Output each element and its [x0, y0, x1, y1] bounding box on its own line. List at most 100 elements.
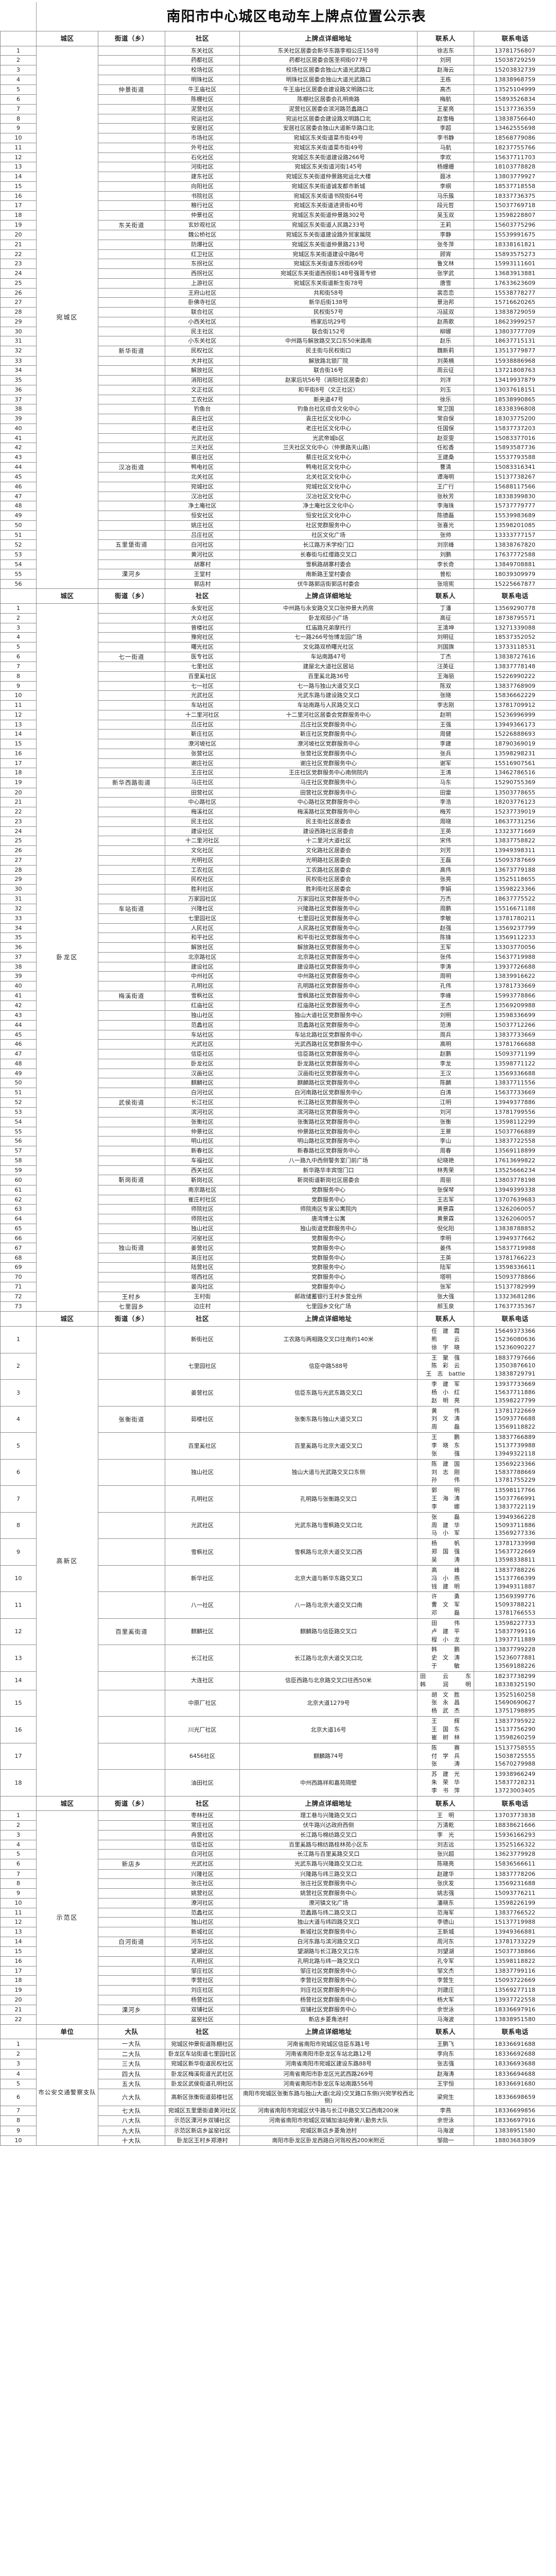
contact-cell: 王英 — [417, 1252, 474, 1263]
table-row: 12 独山社区 独山大道与纬四路交叉口 李德山 15137719988 — [0, 1917, 556, 1928]
table-row: 51 白河社区 白河南路社区党群服务中心 白涛 15637733669 — [0, 1088, 556, 1098]
community-cell: 姜沟社区 — [165, 1281, 240, 1292]
contact-cell: 张兴超 — [417, 1849, 474, 1860]
community-cell: 兴隆社区 — [165, 1869, 240, 1879]
community-cell: 吕庄社区 — [165, 530, 240, 540]
contact-cell: 谢军 — [417, 758, 474, 769]
address-cell: 社区党群服务中心 — [239, 520, 418, 531]
contact-cell-item: 于 敏 — [431, 1663, 460, 1670]
table-row: 8 八大队 示范区溧河乡双铺社区 河南省南阳市宛城区双铺加油站旁第八勤务大队 余世泳 18… — [0, 2115, 556, 2126]
phone-cell: 13569399776 15093788221 13781766553 — [474, 1591, 556, 1619]
row-index: 12 — [0, 1917, 37, 1928]
row-index: 4 — [0, 632, 37, 643]
contact-cell: 李超 — [417, 123, 474, 134]
phone-cell-item: 13837795922 — [494, 1718, 536, 1725]
community-cell: 卧龙区武侯街道孔明社区 — [165, 2078, 240, 2090]
table-row: 17 6456社区 麒麟路74号陈 赛付 学 兵张 涛 15137758555 1503… — [0, 1742, 556, 1770]
contact-cell: 高杰 — [417, 84, 474, 95]
table-row: 71 姜沟社区 党群服务中心 张军 15137782999 — [0, 1281, 556, 1292]
community-cell: 车福社区 — [165, 1155, 240, 1166]
row-index: 9 — [0, 1888, 37, 1899]
phone-cell-item: 13598117766 — [494, 1487, 536, 1494]
row-index: 13 — [0, 1927, 37, 1937]
phone-cell: 13598336699 — [474, 1010, 556, 1021]
contact-cell: 张 磊周 建 华马 小 军 — [417, 1512, 474, 1539]
table-row: 12 百里奚街道 麒麟社区 麒麟路与信臣路交叉口田 伟卢 建 平程 小 龙 135982… — [0, 1618, 556, 1646]
contact-cell: 张冬萍 — [417, 239, 474, 250]
address-cell: 光武东路与兴隆路交叉口北 — [239, 1859, 418, 1870]
phone-cell: 18637715131 — [474, 336, 556, 347]
street-cell — [98, 671, 165, 682]
contact-cell: 周明 — [417, 971, 474, 982]
row-index: 45 — [0, 472, 37, 482]
contact-cell: 任松香 — [417, 443, 474, 453]
street-cell — [98, 55, 165, 66]
address-cell: 长江路万禾学校门口 — [239, 539, 418, 550]
table-row: 20 魏公桥社区 宛城区东关街道建设路外贸家属院 李静 15539991675 — [0, 230, 556, 240]
phone-cell-stack: 13937733669 15637711886 13598227799 — [475, 1381, 555, 1405]
phone-cell: 15093778866 — [474, 1272, 556, 1282]
table-row: 73 七里园乡 边庄村 七里园乡文化广场 郝玉泉 17637735367 — [0, 1301, 556, 1312]
contact-cell: 姜伟 — [417, 1243, 474, 1253]
contact-cell-item: 张 永 昌 — [431, 1699, 460, 1706]
community-cell: 黄河社区 — [165, 549, 240, 560]
community-cell: 河东社区 — [165, 1936, 240, 1947]
address-cell: 独山大道与光武路交叉口东侧 — [239, 1459, 418, 1486]
address-cell: 八一路与北京大道交叉口南 — [239, 1591, 418, 1619]
table-header-row: 城区 街道（乡） 社区 上牌点详细地址 联系人 联系电话 — [0, 31, 556, 46]
street-cell: 仲景街道 — [98, 84, 165, 95]
street-cell — [98, 923, 165, 934]
community-cell: 郭店村 — [165, 579, 240, 589]
table-row: 8 宛运社区 宛运社区居委会建设路文明路口北 赵雪梅 13838756640 — [0, 113, 556, 124]
street-cell — [98, 1088, 165, 1098]
table-row: 33 大井社区 解放路北锁厂院 刘英楠 15938886968 — [0, 355, 556, 366]
row-index: 10 — [0, 1897, 37, 1908]
row-index: 9 — [0, 123, 37, 134]
address-cell: 麒麟路社区党群服务中心 — [239, 1078, 418, 1089]
street-cell — [98, 530, 165, 540]
contact-cell-item: 苏 建 光 — [431, 1771, 460, 1778]
row-index: 10 — [0, 2135, 37, 2146]
phone-cell: 18537718558 — [474, 181, 556, 192]
phone-cell: 18837797666 13503876610 13838729791 — [474, 1352, 556, 1380]
address-cell: 光武帝城b区 — [239, 433, 418, 444]
contact-cell: 王 辉王 国 东崔 树 林 — [417, 1716, 474, 1743]
street-cell — [98, 1869, 165, 1879]
phone-cell-item: 13781733998 — [494, 1540, 536, 1547]
table-row: 38 建设社区 建设路社区党群服务中心 李涛 13937726688 — [0, 961, 556, 972]
contact-cell: 王杰 — [417, 1001, 474, 1011]
community-cell: 新春社区 — [165, 1146, 240, 1156]
community-cell: 民主社区 — [165, 816, 240, 827]
contact-cell: 范涛 — [417, 1020, 474, 1030]
street-cell — [98, 893, 165, 904]
row-index: 3 — [0, 1829, 37, 1840]
header-community: 社区 — [165, 1795, 240, 1811]
table-row: 16 孔明社区 孔明北路与纬一路交叉口 孔令军 13598118822 — [0, 1956, 556, 1967]
contact-cell-item: 陈 彩 云 — [431, 1362, 460, 1369]
phone-cell: 13598228807 — [474, 210, 556, 221]
row-index: 6 — [0, 651, 37, 663]
community-cell: 外号社区 — [165, 142, 240, 153]
street-cell: 五里堡街道 — [98, 539, 165, 550]
address-cell: 宛城区东关街道仲景路宛运北大楼 — [239, 172, 418, 182]
street-cell — [98, 787, 165, 798]
contact-cell: 任 建 霞熊 云徐 宇 晓 — [417, 1326, 474, 1353]
community-cell: 明山社区 — [165, 1136, 240, 1147]
community-cell: 高新区张衡街道茹楼社区 — [165, 2089, 240, 2106]
street-cell: 溧河乡 — [98, 2004, 165, 2015]
contact-cell-stack: 陈 建 国刘 志 刚孙 伟 — [419, 1461, 473, 1485]
phone-cell: 13937733669 15637711886 13598227799 — [474, 1379, 556, 1406]
contact-cell: 鲁文林 — [417, 259, 474, 269]
street-cell — [98, 845, 165, 856]
address-cell: 伏牛路兴达政府西侧 — [239, 1820, 418, 1831]
community-cell: 英庄社区 — [165, 1252, 240, 1263]
table-row: 63 师院社区 师院南区专家公寓院内 黄景霖 13262060057 — [0, 1204, 556, 1215]
phone-cell: 13838951580 — [474, 2125, 556, 2136]
phone-cell: 18803683809 — [474, 2135, 556, 2146]
contact-cell: 张秋芳 — [417, 491, 474, 502]
row-index: 17 — [0, 1965, 37, 1976]
table-row: 47 信臣社区 信臣路社区党群服务中心 赵鹏 15093771199 — [0, 1049, 556, 1059]
header-community: 社区 — [165, 31, 240, 46]
contact-cell: 裴恋恋 — [417, 287, 474, 298]
address-cell: 宛城区东关街道建设中路6号 — [239, 249, 418, 260]
